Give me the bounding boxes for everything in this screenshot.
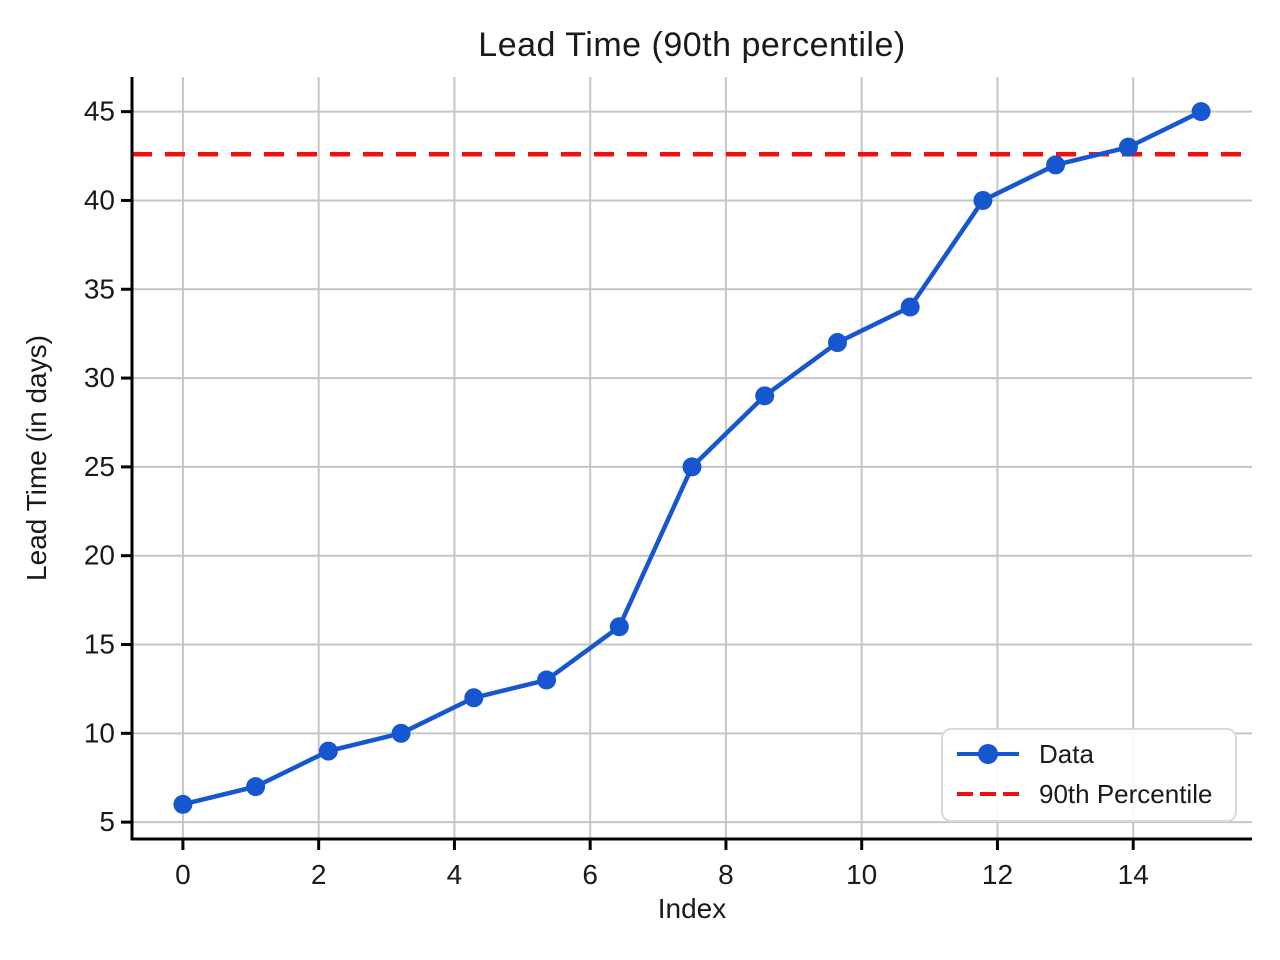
y-tick-label: 40 xyxy=(84,184,115,215)
x-tick-label: 8 xyxy=(718,859,734,890)
data-point xyxy=(973,190,993,210)
data-point xyxy=(318,741,338,761)
y-tick-label: 45 xyxy=(84,96,115,127)
data-line-swatch xyxy=(957,738,1019,770)
legend: Data 90th Percentile xyxy=(941,728,1237,822)
y-tick-label: 25 xyxy=(84,451,115,482)
y-tick-label: 30 xyxy=(84,362,115,393)
legend-label-data: Data xyxy=(1039,738,1094,769)
legend-label-percentile: 90th Percentile xyxy=(1039,778,1213,809)
data-point xyxy=(464,688,484,708)
data-marker-icon xyxy=(978,744,998,764)
y-tick-label: 20 xyxy=(84,540,115,571)
data-point xyxy=(609,617,629,637)
y-tick-label: 35 xyxy=(84,273,115,304)
x-axis-label: Index xyxy=(657,893,727,924)
legend-item-percentile: 90th Percentile xyxy=(957,778,1223,810)
x-tick-label: 14 xyxy=(1118,859,1149,890)
data-point xyxy=(1191,102,1211,122)
data-point xyxy=(755,386,775,406)
percentile-line-sample xyxy=(957,792,1019,796)
percentile-line-swatch xyxy=(957,778,1019,810)
y-axis-label: Lead Time (in days) xyxy=(21,335,52,581)
data-point xyxy=(537,670,557,690)
data-point xyxy=(1118,137,1138,157)
legend-item-data: Data xyxy=(957,738,1223,770)
y-tick-label: 5 xyxy=(99,806,115,837)
data-point xyxy=(1046,155,1066,175)
data-point xyxy=(827,333,847,353)
data-point xyxy=(173,794,193,814)
x-tick-label: 6 xyxy=(582,859,598,890)
chart-title: Lead Time (90th percentile) xyxy=(478,26,906,64)
x-tick-label: 10 xyxy=(846,859,877,890)
data-point xyxy=(391,723,411,743)
x-tick-label: 12 xyxy=(982,859,1013,890)
data-point xyxy=(246,777,266,797)
data-point xyxy=(900,297,920,317)
y-tick-label: 10 xyxy=(84,717,115,748)
x-tick-label: 0 xyxy=(175,859,191,890)
data-point xyxy=(682,457,702,477)
x-tick-label: 2 xyxy=(311,859,327,890)
y-tick-label: 15 xyxy=(84,629,115,660)
x-tick-label: 4 xyxy=(447,859,463,890)
